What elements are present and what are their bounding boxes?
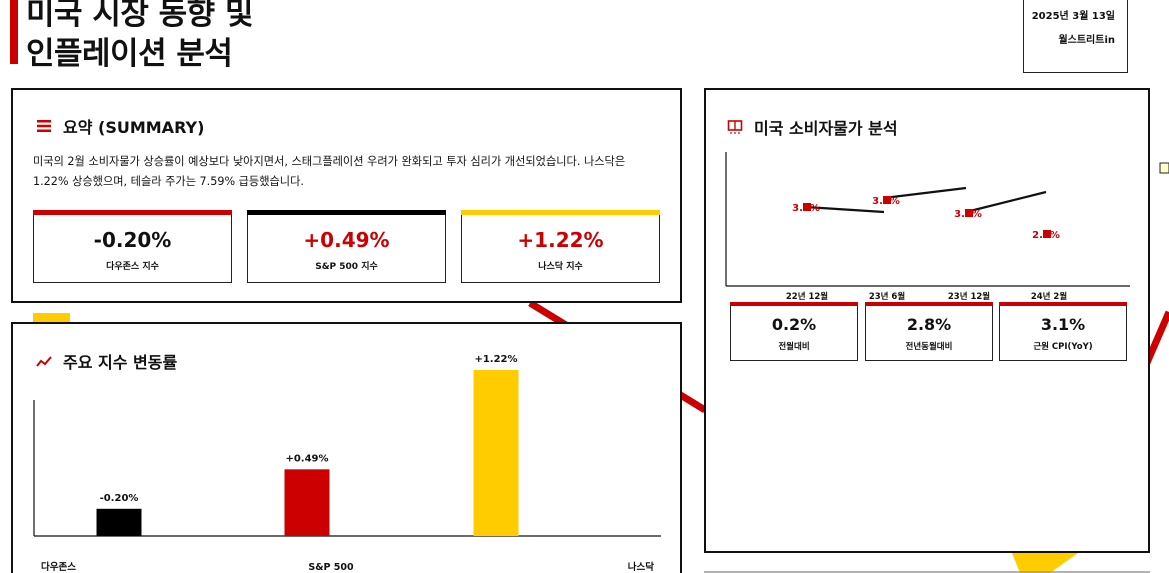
cpi-line-chart: 3.1% 3.9% 3.3% 2.8% 22년 12월 23년 6월 23년 12월 24년 …: [725, 152, 1130, 300]
cpi-point-label: 3.9%: [872, 196, 900, 207]
summary-panel: 요약 (SUMMARY) 미국의 2월 소비자물가 상승률이 예상보다 낮아지면…: [11, 88, 682, 303]
x-tick-label: 나스닥: [628, 561, 654, 573]
date-source-box: 2025년 3월 13일 월스트리트in: [1023, 0, 1128, 73]
bar: [284, 469, 330, 536]
bar-value-label: -0.20%: [100, 493, 139, 504]
stat-card-label: 다우존스 지수: [106, 262, 159, 272]
cpi-point-marker: [965, 209, 973, 217]
cpi-line-segment: [965, 190, 1047, 214]
cpi-point-marker: [803, 203, 811, 211]
cpi-card-bar: [865, 302, 993, 306]
summary-title-text: 요약 (SUMMARY): [63, 118, 205, 137]
calendar-display-icon: [726, 118, 744, 136]
stat-card-nasdaq: +1.22% 나스닥 지수: [461, 210, 660, 283]
stat-card-dow: -0.20% 다우존스 지수: [33, 210, 232, 283]
cpi-card-label: 근원 CPI(YoY): [1033, 342, 1093, 352]
index-chart-title: 주요 지수 변동률: [35, 349, 177, 373]
x-tick-label: 24년 2월: [1031, 291, 1068, 300]
cpi-card-label: 전년동월대비: [905, 342, 953, 352]
menu-lines-icon: [35, 117, 53, 135]
cpi-point-label: 3.3%: [954, 209, 982, 220]
page-title: 미국 시장 동향 및 인플레이션 분석: [26, 0, 254, 74]
x-tick-label: 22년 12월: [786, 291, 828, 300]
cpi-line-segment: [805, 205, 885, 214]
stat-card-bar: [461, 210, 660, 215]
cpi-point-label: 3.1%: [792, 203, 820, 214]
cpi-point-marker: [883, 196, 891, 204]
cpi-card-value: 2.8%: [906, 315, 952, 334]
cpi-card-mom: 0.2% 전월대비: [730, 302, 858, 361]
cpi-point-label: 2.8%: [1032, 230, 1060, 241]
index-chart-panel: -0.20% 다우존스 +0.49% S&P 500 +1.22% 나스닥 주요 지수 변…: [11, 322, 682, 573]
stat-card-value: +1.22%: [517, 228, 604, 252]
cpi-card-value: 3.1%: [1040, 315, 1086, 334]
x-tick-label: 23년 6월: [869, 291, 906, 300]
bar: [473, 370, 519, 536]
summary-title: 요약 (SUMMARY): [35, 114, 204, 138]
stat-card-bar: [247, 210, 446, 215]
cpi-title: 미국 소비자물가 분석: [726, 115, 898, 139]
bar-value-label: +0.49%: [285, 453, 328, 464]
x-tick-label: 23년 12월: [948, 291, 990, 300]
stat-card-value: -0.20%: [93, 228, 172, 252]
source-name: 월스트리트in: [1058, 35, 1115, 46]
cpi-panel: 3.1% 3.9% 3.3% 2.8% 22년 12월 23년 6월 23년 12월 24년 …: [704, 88, 1150, 553]
cpi-line-segment: [883, 186, 967, 200]
x-tick-label: 다우존스: [41, 561, 76, 573]
bar-value-label: +1.22%: [474, 354, 517, 365]
page-title-line-2: 인플레이션 분석: [26, 36, 233, 72]
cpi-card-value: 0.2%: [771, 315, 817, 334]
stat-card-value: +0.49%: [303, 228, 390, 252]
cpi-card-label: 전월대비: [778, 342, 810, 352]
stat-card-sp500: +0.49% S&P 500 지수: [247, 210, 446, 283]
cpi-card-core: 3.1% 근원 CPI(YoY): [999, 302, 1127, 361]
index-chart-title-text: 주요 지수 변동률: [63, 353, 178, 372]
cpi-card-bar: [999, 302, 1127, 306]
cpi-point-marker: [1043, 230, 1051, 238]
report-date: 2025년 3월 13일: [1031, 11, 1115, 22]
trend-line-icon: [35, 352, 53, 370]
index-bar-chart: -0.20% 다우존스 +0.49% S&P 500 +1.22% 나스닥: [33, 354, 661, 573]
cpi-title-text: 미국 소비자물가 분석: [754, 119, 898, 138]
x-tick-label: S&P 500: [308, 562, 354, 573]
cpi-card-bar: [730, 302, 858, 306]
bar: [96, 508, 142, 536]
page-title-line-1: 미국 시장 동향 및: [26, 0, 254, 32]
cpi-card-yoy: 2.8% 전년동월대비: [865, 302, 993, 361]
summary-text: 미국의 2월 소비자물가 상승률이 예상보다 낮아지면서, 스태그플레이션 우려…: [33, 155, 626, 188]
stat-card-label: S&P 500 지수: [315, 262, 378, 272]
stat-card-label: 나스닥 지수: [538, 262, 583, 272]
stat-card-bar: [33, 210, 232, 215]
